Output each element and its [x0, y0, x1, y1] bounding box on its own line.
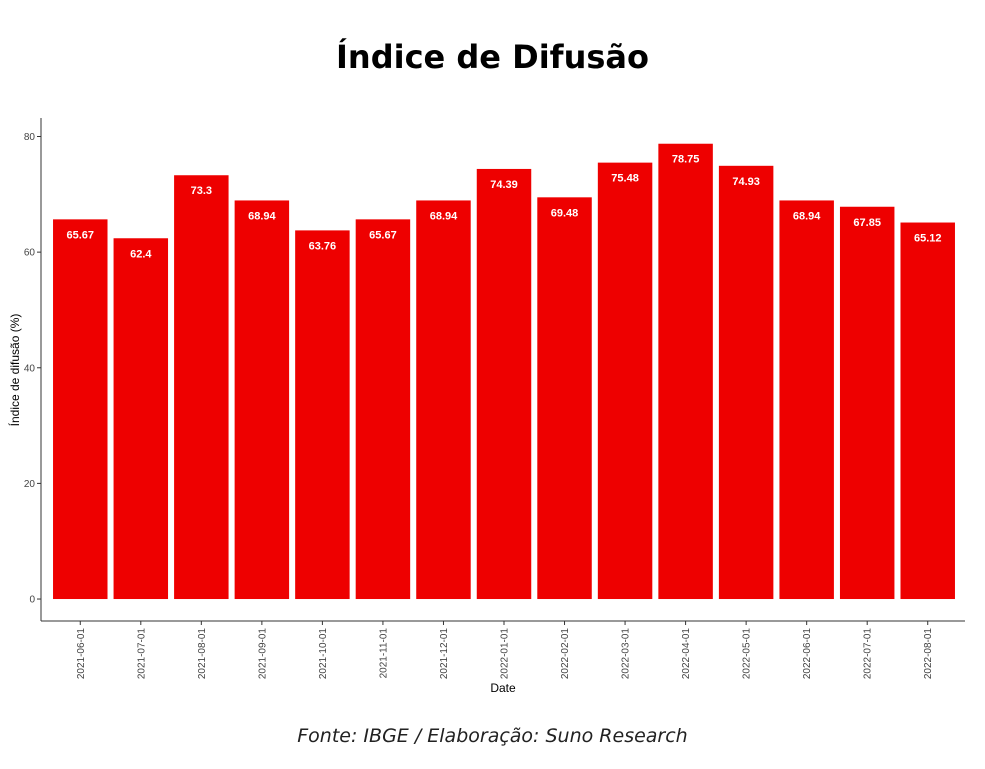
x-tick-label: 2021-10-01	[318, 628, 329, 680]
bar-2022-08-01	[900, 222, 955, 600]
data-label-2021-06-01: 65.67	[67, 229, 95, 241]
x-tick-label: 2022-02-01	[560, 628, 571, 680]
bar-2022-01-01	[476, 168, 532, 600]
bar-2021-09-01	[234, 200, 290, 600]
y-tick-label: 80	[24, 132, 36, 143]
x-tick-label: 2022-04-01	[681, 628, 692, 680]
bar-2021-10-01	[295, 230, 350, 600]
x-tick-label: 2021-09-01	[257, 628, 268, 680]
bar-2022-05-01	[718, 165, 774, 600]
x-tick-label: 2022-03-01	[621, 628, 632, 680]
x-axis-title: Date	[490, 681, 516, 695]
data-label-2021-12-01: 68.94	[430, 210, 458, 222]
source-caption: Fonte: IBGE / Elaboração: Suno Research	[297, 725, 688, 747]
x-tick-label: 2022-06-01	[802, 628, 813, 680]
bar-2022-02-01	[537, 197, 592, 600]
data-label-2021-10-01: 63.76	[309, 240, 337, 252]
y-axis-ticks: 0 20 40 60 80	[24, 132, 41, 606]
bar-2021-08-01	[174, 175, 229, 600]
bar-2021-11-01	[355, 219, 411, 600]
bar-2022-07-01	[839, 206, 895, 600]
y-tick-label: 0	[29, 595, 35, 606]
y-tick-label: 20	[24, 479, 36, 490]
x-tick-label: 2021-06-01	[76, 628, 87, 680]
bar-2021-12-01	[416, 200, 471, 600]
plot-area: 65.67 62.4 73.3 68.94 63.76 65.67 68.94 74.39 69…	[53, 143, 955, 600]
data-label-2021-08-01: 73.3	[191, 185, 212, 197]
bar-2022-06-01	[779, 200, 834, 600]
bar-2022-03-01	[597, 162, 653, 600]
data-label-2022-03-01: 75.48	[611, 173, 639, 185]
y-axis-title: Índice de difusão (%)	[7, 314, 22, 427]
x-tick-label: 2022-07-01	[863, 628, 874, 680]
x-tick-label: 2021-12-01	[439, 628, 450, 680]
bar-2021-07-01	[113, 238, 169, 600]
data-label-2022-02-01: 69.48	[551, 207, 579, 219]
x-tick-label: 2022-08-01	[923, 628, 934, 680]
data-label-2022-06-01: 68.94	[793, 210, 821, 222]
data-label-2021-09-01: 68.94	[248, 210, 276, 222]
data-label-2022-04-01: 78.75	[672, 154, 700, 166]
x-tick-label: 2022-01-01	[500, 628, 511, 680]
bar-2021-06-01	[53, 219, 108, 600]
data-label-2022-07-01: 67.85	[853, 217, 881, 229]
bar-2022-04-01	[658, 143, 713, 600]
data-label-2022-08-01: 65.12	[914, 233, 942, 245]
chart-title: Índice de Difusão	[336, 38, 649, 76]
y-tick-label: 40	[24, 363, 36, 374]
x-tick-label: 2021-07-01	[136, 628, 147, 680]
y-tick-label: 60	[24, 248, 36, 259]
x-tick-label: 2022-05-01	[742, 628, 753, 680]
data-label-2021-11-01: 65.67	[369, 229, 397, 241]
x-tick-label: 2021-11-01	[378, 628, 389, 679]
x-axis-ticks: 2021-06-01 2021-07-01 2021-08-01 2021-09-01…	[76, 621, 934, 679]
x-tick-label: 2021-08-01	[197, 628, 208, 680]
data-label-2021-07-01: 62.4	[130, 248, 152, 260]
data-label-2022-05-01: 74.93	[732, 176, 760, 188]
data-label-2022-01-01: 74.39	[490, 179, 518, 191]
